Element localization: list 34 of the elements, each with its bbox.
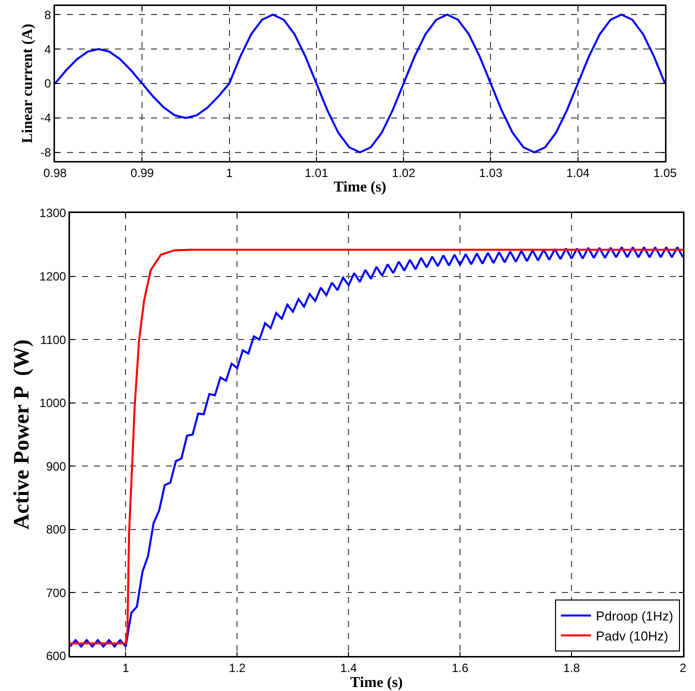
y-tick-label: 700 [46, 586, 66, 600]
x-tick-label: 1.02 [392, 166, 416, 180]
y-tick-label: 1200 [39, 269, 66, 284]
y-axis-title: Linear current (A) [20, 24, 36, 144]
x-tick-label: 0.98 [43, 166, 67, 180]
x-tick-label: 1.03 [479, 166, 503, 180]
x-tick-label: 1.04 [566, 166, 590, 180]
y-tick-label: 1300 [39, 206, 66, 220]
x-tick-label: 0.99 [130, 166, 154, 180]
y-tick-label: 1000 [39, 396, 66, 410]
x-tick-label: 1 [226, 166, 233, 180]
legend-label: Padv (10Hz) [596, 628, 668, 644]
y-tick-label: 1100 [40, 332, 66, 347]
y-tick-label: 8 [44, 8, 52, 22]
y-tick-label: 900 [46, 459, 66, 474]
x-axis-title: Time (s) [350, 674, 403, 691]
line-series [55, 14, 665, 154]
y-tick-label: -4 [40, 111, 52, 126]
legend-label: Pdroop (1Hz) [596, 608, 674, 624]
x-tick-label: 1.05 [653, 166, 677, 180]
y-axis-title: Active Power P (W) [8, 339, 34, 530]
x-tick-label: 1.8 [563, 660, 580, 675]
x-tick-label: 1.4 [340, 660, 358, 675]
y-tick-label: 4 [44, 42, 52, 56]
x-tick-label: 1.6 [452, 660, 469, 675]
y-tick-label: 600 [46, 649, 66, 664]
x-tick-label: 2 [680, 660, 687, 675]
y-tick-label: 0 [44, 76, 52, 91]
y-tick-label: 800 [46, 522, 66, 537]
x-tick-label: 1.01 [304, 166, 328, 180]
x-tick-label: 1.2 [228, 660, 246, 675]
x-axis-title: Time (s) [334, 180, 386, 196]
y-tick-label: -8 [40, 146, 52, 160]
x-tick-label: 1 [122, 660, 130, 675]
